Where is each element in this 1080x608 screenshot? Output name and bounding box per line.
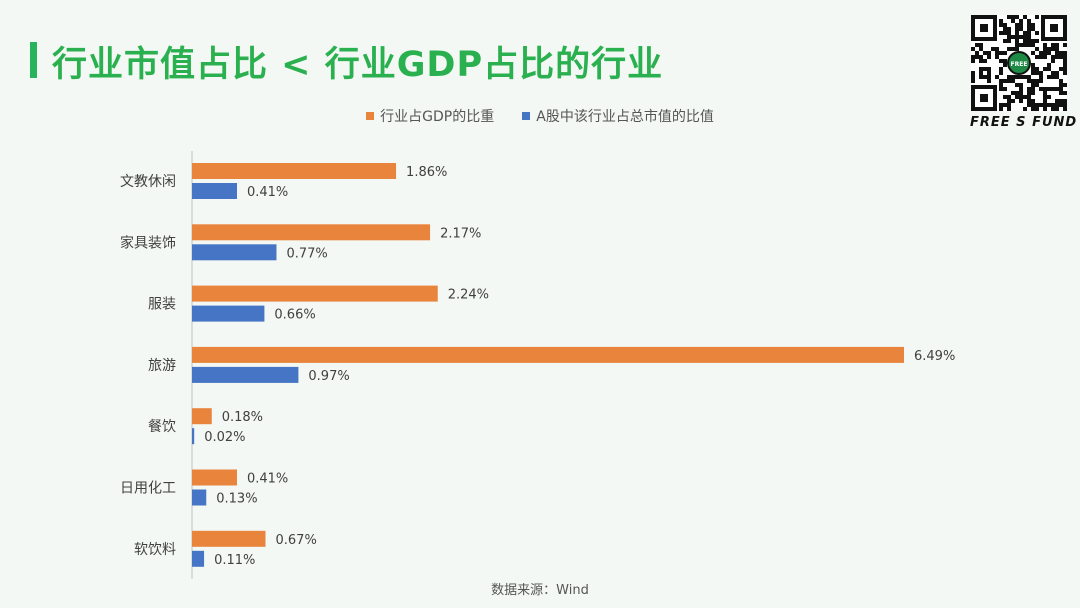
data-label-gdp: 0.41% [247, 472, 288, 487]
category-label: 文教休闲 [120, 174, 176, 190]
bar-mktcap [192, 489, 207, 506]
legend-swatch-mktcap [522, 112, 531, 120]
legend-label-mktcap: A股中该行业占总市值的比值 [536, 109, 714, 125]
legend-item-mktcap: A股中该行业占总市值的比值 [522, 106, 714, 126]
data-label-gdp: 0.18% [222, 410, 263, 425]
category-label: 服装 [148, 297, 176, 313]
data-label-gdp: 2.24% [448, 288, 489, 303]
bar-mktcap [192, 550, 205, 567]
data-label-mktcap: 0.66% [274, 308, 315, 323]
chart-legend: 行业占GDP的比重 A股中该行业占总市值的比值 [0, 106, 1080, 126]
data-label-mktcap: 0.97% [308, 369, 349, 384]
bar-gdp [192, 530, 266, 547]
bar-gdp [192, 469, 237, 486]
brand-logo: FREE S FUND [970, 115, 1078, 130]
bar-mktcap [192, 305, 265, 322]
source-note: 数据来源：Wind [491, 583, 589, 598]
bar-gdp [192, 285, 438, 302]
bar-mktcap [192, 428, 195, 445]
legend-item-gdp: 行业占GDP的比重 [366, 106, 494, 126]
bar-gdp [192, 346, 904, 363]
data-label-gdp: 6.49% [914, 349, 955, 364]
category-label: 家具装饰 [120, 234, 176, 251]
data-label-mktcap: 0.11% [214, 553, 255, 568]
data-label-mktcap: 0.02% [204, 430, 245, 445]
category-label: 日用化工 [120, 481, 176, 497]
category-label: 软饮料 [134, 542, 176, 558]
page-title: 行业市值占比 < 行业GDP占比的行业 [52, 45, 664, 85]
legend-swatch-gdp [366, 112, 375, 120]
data-label-gdp: 0.67% [276, 533, 317, 548]
bar-mktcap [192, 366, 299, 383]
data-label-mktcap: 0.41% [247, 185, 288, 200]
data-label-mktcap: 0.13% [216, 492, 257, 507]
bar-mktcap [192, 244, 277, 261]
bar-gdp [192, 163, 397, 179]
bar-mktcap [192, 183, 237, 199]
bar-gdp [192, 224, 431, 241]
bar-gdp [192, 408, 212, 425]
category-label: 旅游 [148, 358, 176, 374]
data-label-gdp: 2.17% [440, 226, 481, 241]
svg-text:FREE: FREE [1011, 61, 1028, 68]
qr-code-icon: FREE [971, 15, 1067, 111]
data-label-mktcap: 0.77% [286, 246, 327, 261]
data-label-gdp: 1.86% [406, 165, 447, 180]
category-label: 餐饮 [148, 419, 176, 435]
legend-label-gdp: 行业占GDP的比重 [380, 109, 495, 125]
title-accent-bar [30, 42, 37, 78]
